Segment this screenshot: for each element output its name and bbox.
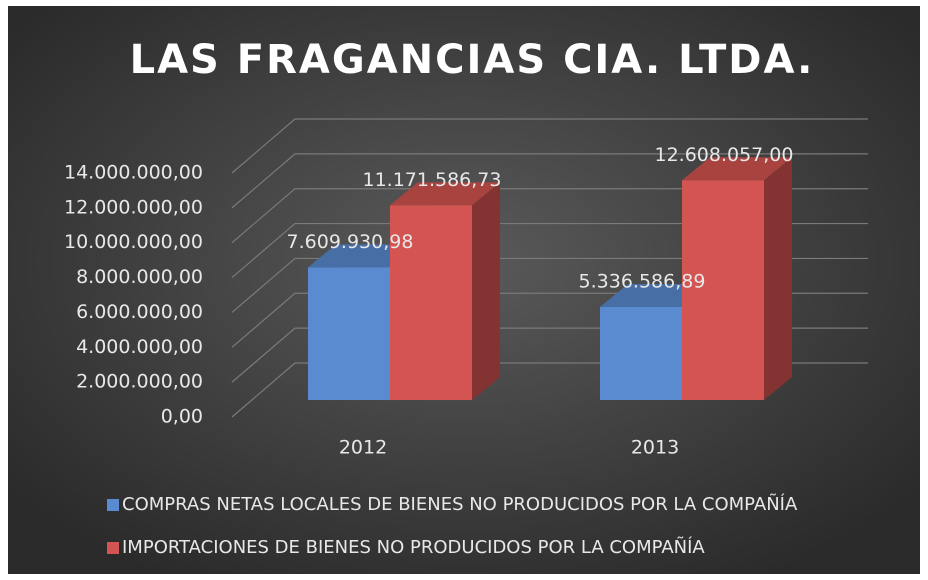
data-label: 7.609.930,98 bbox=[287, 231, 414, 253]
legend-label: IMPORTACIONES DE BIENES NO PRODUCIDOS PO… bbox=[122, 536, 705, 558]
labels: 0,00 2.000.000,00 4.000.000,00 6.000.000,00… bbox=[64, 144, 798, 558]
bar bbox=[682, 180, 764, 400]
bar-top bbox=[682, 157, 792, 181]
chart-title: LAS FRAGANCIAS CIA. LTDA. bbox=[130, 37, 815, 83]
bar bbox=[390, 205, 472, 400]
legend-swatch bbox=[107, 499, 119, 511]
grid-line bbox=[231, 188, 868, 244]
grid bbox=[231, 118, 868, 418]
grid-line bbox=[231, 153, 868, 209]
data-label: 12.608.057,00 bbox=[654, 144, 793, 166]
legend-swatch bbox=[107, 542, 119, 554]
x-tick-label: 2012 bbox=[339, 437, 387, 459]
y-tick-label: 14.000.000,00 bbox=[64, 162, 203, 184]
grid-line bbox=[231, 257, 868, 313]
y-tick-label: 8.000.000,00 bbox=[76, 266, 203, 288]
y-tick-label: 6.000.000,00 bbox=[76, 301, 203, 323]
grid-line bbox=[231, 118, 868, 174]
y-tick-label: 12.000.000,00 bbox=[64, 196, 203, 218]
grid-line bbox=[231, 222, 868, 279]
y-tick-label: 4.000.000,00 bbox=[76, 336, 203, 358]
data-label: 5.336.586,89 bbox=[579, 270, 706, 292]
y-tick-label: 10.000.000,00 bbox=[64, 231, 203, 253]
bar-top bbox=[390, 182, 500, 206]
bar bbox=[600, 306, 682, 400]
y-tick-label: 0,00 bbox=[161, 406, 203, 428]
data-label: 11.171.586,73 bbox=[362, 169, 501, 191]
bar-side bbox=[472, 182, 500, 400]
bar-side bbox=[764, 157, 792, 400]
bars bbox=[308, 157, 792, 400]
x-tick-label: 2013 bbox=[631, 437, 679, 459]
legend-label: COMPRAS NETAS LOCALES DE BIENES NO PRODU… bbox=[122, 493, 798, 515]
y-tick-label: 2.000.000,00 bbox=[76, 371, 203, 393]
bar bbox=[308, 267, 390, 400]
